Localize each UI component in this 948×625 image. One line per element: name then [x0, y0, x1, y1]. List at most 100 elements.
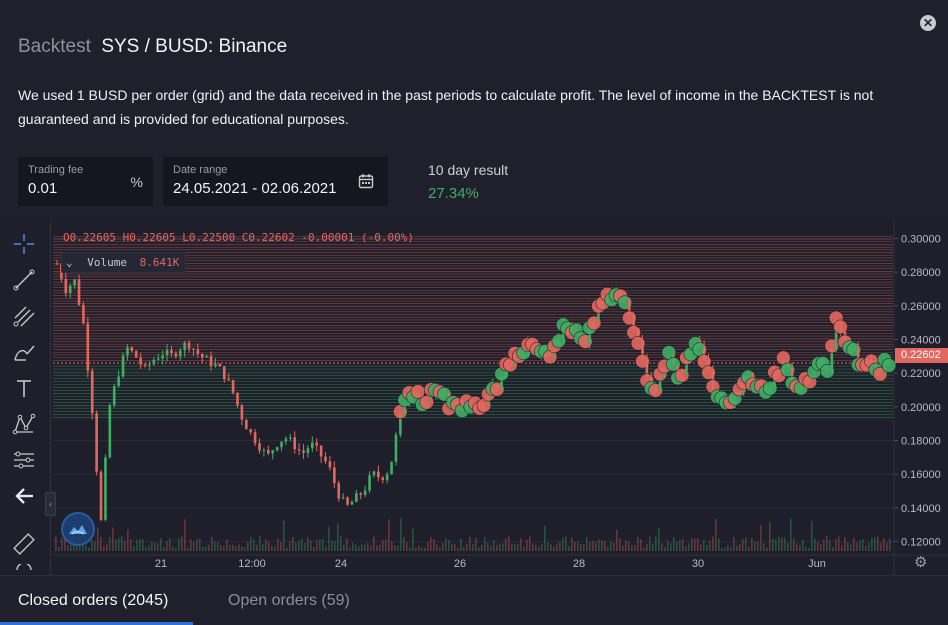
- volume-bar: [781, 537, 783, 551]
- volume-bar: [85, 545, 87, 551]
- candle-body: [381, 477, 385, 481]
- fib-retracement-icon[interactable]: [9, 302, 39, 330]
- candle-body: [645, 359, 649, 378]
- magnet-icon[interactable]: [9, 564, 39, 576]
- volume-bar: [160, 538, 162, 551]
- ruler-icon[interactable]: [9, 530, 39, 558]
- volume-bar: [61, 537, 63, 551]
- volume-bar: [346, 538, 348, 551]
- volume-bar: [553, 546, 555, 551]
- tab-open-orders[interactable]: Open orders (59): [228, 592, 350, 609]
- volume-bar: [676, 541, 678, 551]
- volume-bar: [421, 547, 423, 551]
- volume-legend[interactable]: ⌄ Volume 8.641K: [61, 252, 187, 273]
- volume-bar: [247, 541, 249, 551]
- candle-body: [394, 434, 398, 462]
- calendar-icon[interactable]: [358, 173, 374, 189]
- trading-fee-field[interactable]: Trading fee 0.01 %: [18, 157, 153, 206]
- volume-bar: [637, 536, 639, 551]
- brush-icon[interactable]: [9, 338, 39, 366]
- volume-bar: [634, 545, 636, 551]
- date-range-value[interactable]: 24.05.2021 - 02.06.2021: [173, 180, 337, 197]
- candle-body: [73, 279, 76, 286]
- volume-bar: [457, 547, 459, 551]
- x-tick-label: 24: [335, 558, 347, 570]
- candle-body: [399, 412, 402, 435]
- chart-logo-icon[interactable]: [61, 512, 95, 546]
- candle-body: [328, 461, 332, 468]
- volume-bar: [262, 544, 264, 551]
- volume-label: Volume: [87, 256, 127, 269]
- backtest-description: We used 1 BUSD per order (grid) and the …: [18, 87, 874, 127]
- prediction-icon[interactable]: [9, 446, 39, 474]
- trading-fee-label: Trading fee: [28, 164, 84, 176]
- gear-icon[interactable]: ⚙: [914, 554, 928, 571]
- candle-body: [834, 320, 838, 349]
- volume-bar: [448, 539, 450, 551]
- volume-bar: [235, 546, 237, 551]
- volume-bar: [646, 544, 648, 551]
- volume-bar: [490, 545, 492, 551]
- candle-body: [267, 449, 270, 454]
- candle-body: [289, 437, 292, 439]
- y-tick-label: 0.22000: [901, 368, 941, 380]
- volume-bar: [166, 540, 168, 551]
- volume-bar: [862, 539, 864, 551]
- volume-bar: [784, 537, 786, 551]
- volume-bar: [562, 537, 564, 551]
- volume-bar: [787, 542, 789, 551]
- trading-fee-value[interactable]: 0.01: [28, 180, 58, 197]
- candle-body: [311, 442, 314, 449]
- volume-bar: [574, 541, 576, 551]
- volume-bar: [748, 546, 750, 551]
- volume-bar: [343, 544, 345, 551]
- volume-bar: [202, 546, 204, 551]
- volume-bar: [850, 544, 852, 551]
- volume-bar: [571, 537, 573, 551]
- volume-bar: [259, 536, 261, 551]
- chart-canvas[interactable]: 0.30000 0.28000 0.26000 0.24000 0.22000 0.200…: [0, 220, 948, 575]
- pattern-icon[interactable]: [9, 410, 39, 438]
- volume-bar: [736, 545, 738, 551]
- candle-body: [297, 449, 301, 451]
- volume-bar: [238, 544, 240, 551]
- trend-line-icon[interactable]: [9, 266, 39, 294]
- volume-bar: [484, 537, 486, 551]
- volume-bar: [439, 547, 441, 551]
- volume-bar: [481, 544, 483, 551]
- volume-bar: [766, 547, 768, 551]
- candle-body: [597, 309, 600, 321]
- back-arrow-icon[interactable]: [9, 482, 39, 510]
- candle-body: [293, 437, 297, 450]
- toolbar-collapse-handle[interactable]: ‹: [45, 492, 56, 516]
- text-tool-icon[interactable]: [9, 374, 39, 402]
- volume-bar: [859, 540, 861, 551]
- volume-bar: [649, 536, 651, 551]
- chevron-down-icon[interactable]: ⌄: [66, 256, 73, 269]
- volume-bar: [331, 540, 333, 551]
- candle-body: [244, 419, 248, 430]
- tab-closed-orders[interactable]: Closed orders (2045): [18, 592, 169, 609]
- volume-bar: [199, 538, 201, 551]
- volume-bar: [709, 541, 711, 551]
- result-label: 10 day result: [428, 162, 509, 178]
- volume-bar: [697, 538, 699, 551]
- volume-bar: [817, 541, 819, 551]
- volume-bar: [298, 540, 300, 551]
- volume-bar: [691, 538, 693, 551]
- close-icon[interactable]: ✕: [920, 15, 936, 31]
- volume-bar: [565, 536, 567, 551]
- volume-bar: [538, 546, 540, 551]
- ohlc-legend: O0.22605 H0.22605 L0.22500 C0.22602 -0.0…: [63, 231, 414, 244]
- volume-bar: [580, 543, 582, 551]
- volume-bar: [412, 528, 414, 551]
- price-chart[interactable]: 0.30000 0.28000 0.26000 0.24000 0.22000 0.200…: [0, 220, 948, 575]
- volume-bar: [268, 541, 270, 551]
- crosshair-icon[interactable]: [9, 230, 39, 258]
- candle-body: [627, 298, 631, 316]
- candle-body: [108, 405, 112, 458]
- volume-bar: [721, 547, 723, 551]
- date-range-field[interactable]: Date range 24.05.2021 - 02.06.2021: [163, 157, 388, 206]
- volume-bar: [586, 536, 588, 551]
- volume-bar: [739, 543, 741, 551]
